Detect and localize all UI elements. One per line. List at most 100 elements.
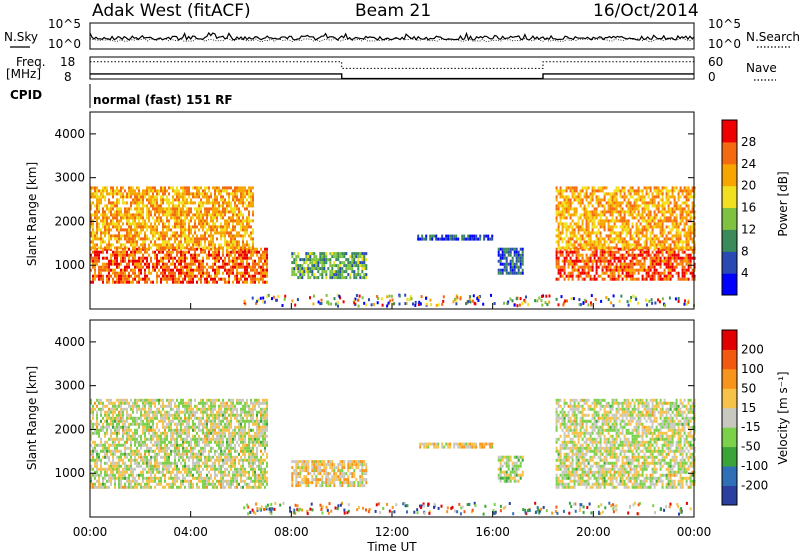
power-cell bbox=[106, 222, 108, 226]
power-cell bbox=[597, 256, 600, 260]
power-cell bbox=[194, 274, 196, 278]
power-cell bbox=[659, 262, 662, 266]
power-cell bbox=[577, 277, 580, 281]
power-cell bbox=[218, 192, 220, 196]
power-cell bbox=[258, 256, 260, 260]
velocity-cell bbox=[134, 428, 136, 432]
power-cell bbox=[154, 250, 156, 254]
power-cell bbox=[613, 219, 616, 223]
power-cell bbox=[563, 210, 566, 214]
power-cell bbox=[178, 189, 180, 193]
velocity-cell bbox=[108, 401, 110, 405]
velocity-cell bbox=[96, 419, 98, 423]
power-cell bbox=[148, 201, 150, 205]
velocity-cell bbox=[94, 470, 96, 474]
power-cell bbox=[184, 219, 186, 223]
power-cell bbox=[146, 280, 148, 284]
power-cell bbox=[623, 240, 626, 244]
velocity-cell bbox=[122, 437, 124, 441]
power-cell bbox=[100, 219, 102, 223]
power-cell bbox=[583, 298, 586, 302]
power-cell bbox=[349, 276, 352, 280]
velocity-cell bbox=[102, 467, 104, 471]
power-cell bbox=[188, 192, 190, 196]
power-cell bbox=[198, 265, 200, 269]
power-cell bbox=[112, 189, 114, 193]
power-cell bbox=[150, 259, 152, 263]
power-cell bbox=[98, 237, 100, 241]
power-cell bbox=[264, 271, 266, 275]
power-cell bbox=[144, 225, 146, 229]
power-cell bbox=[210, 240, 212, 244]
power-cell bbox=[152, 198, 154, 202]
power-cell bbox=[110, 213, 112, 217]
power-cell bbox=[613, 189, 616, 193]
power-cell bbox=[100, 277, 102, 281]
power-cell bbox=[317, 270, 320, 274]
power-cell bbox=[180, 219, 182, 223]
power-cell bbox=[681, 240, 684, 244]
power-cell bbox=[180, 225, 182, 229]
power-cell bbox=[234, 213, 236, 217]
velocity-cell bbox=[124, 452, 126, 456]
power-cell bbox=[577, 268, 580, 272]
power-cell bbox=[210, 201, 212, 205]
power-cell bbox=[297, 264, 300, 268]
power-cell bbox=[559, 213, 562, 217]
power-cell bbox=[567, 237, 570, 241]
power-cell bbox=[234, 256, 236, 260]
power-cell bbox=[573, 243, 576, 247]
power-cell bbox=[234, 207, 236, 211]
power-cell bbox=[649, 262, 652, 266]
power-cell bbox=[499, 262, 502, 266]
power-cell bbox=[192, 277, 194, 281]
power-cell bbox=[226, 192, 228, 196]
power-cell bbox=[106, 204, 108, 208]
power-cell bbox=[577, 265, 580, 269]
power-cell bbox=[299, 276, 302, 280]
power-cell bbox=[102, 280, 104, 284]
noise-sky-series bbox=[89, 31, 695, 42]
power-cell bbox=[557, 240, 560, 244]
power-cell bbox=[571, 243, 574, 247]
power-cell bbox=[621, 237, 624, 241]
power-cell bbox=[548, 300, 551, 304]
power-cell bbox=[166, 256, 168, 260]
power-cell bbox=[569, 216, 572, 220]
power-cell bbox=[577, 250, 580, 254]
velocity-cell bbox=[136, 422, 138, 426]
power-cell bbox=[627, 210, 630, 214]
power-cell bbox=[561, 210, 564, 214]
velocity-cell bbox=[106, 413, 108, 417]
power-cell bbox=[589, 201, 592, 205]
velocity-cell bbox=[134, 422, 136, 426]
velocity-cell bbox=[120, 479, 122, 483]
power-cell bbox=[206, 274, 208, 278]
power-cell bbox=[629, 234, 632, 238]
power-cell bbox=[649, 274, 652, 278]
power-cell bbox=[595, 234, 598, 238]
power-cell bbox=[194, 192, 196, 196]
power-cell bbox=[182, 228, 184, 232]
power-cell bbox=[631, 243, 634, 247]
power-cell bbox=[293, 261, 296, 265]
power-cell bbox=[234, 228, 236, 232]
power-cell bbox=[224, 280, 226, 284]
velocity-cell bbox=[124, 470, 126, 474]
power-cell bbox=[685, 246, 688, 250]
power-cell bbox=[236, 231, 238, 235]
power-cell bbox=[361, 261, 364, 265]
velocity-cell bbox=[118, 404, 120, 408]
power-cell bbox=[116, 225, 118, 229]
power-cell bbox=[220, 265, 222, 269]
power-cell bbox=[653, 210, 656, 214]
power-cell bbox=[591, 231, 594, 235]
power-cell bbox=[649, 268, 652, 272]
power-cell bbox=[649, 231, 652, 235]
power-cell bbox=[238, 189, 240, 193]
power-cell bbox=[98, 259, 100, 263]
power-cell bbox=[611, 246, 614, 250]
power-cell bbox=[643, 277, 646, 281]
velocity-cell bbox=[112, 401, 114, 405]
power-cell bbox=[234, 189, 236, 193]
